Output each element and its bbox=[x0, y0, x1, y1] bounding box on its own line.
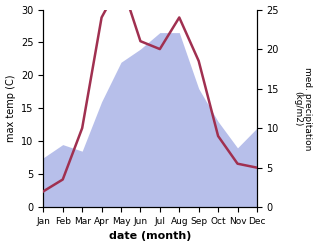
Y-axis label: max temp (C): max temp (C) bbox=[5, 75, 16, 142]
X-axis label: date (month): date (month) bbox=[109, 231, 191, 242]
Y-axis label: med. precipitation
(kg/m2): med. precipitation (kg/m2) bbox=[293, 67, 313, 150]
